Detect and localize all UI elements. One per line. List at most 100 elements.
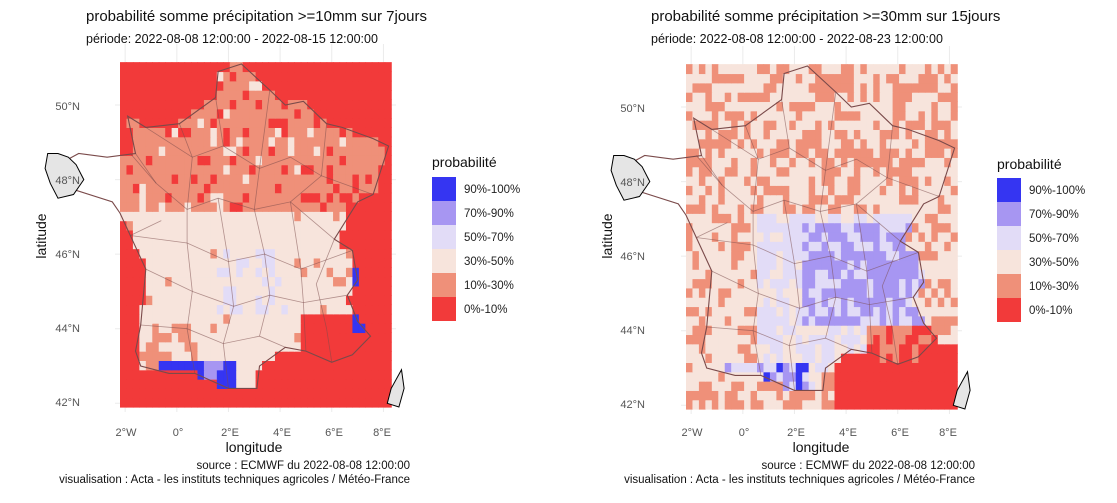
x-axis-title: longitude — [793, 439, 850, 455]
grid-cell — [866, 381, 874, 391]
grid-cell — [268, 99, 276, 110]
grid-cell — [384, 360, 392, 371]
grid-cell — [358, 164, 366, 175]
grid-cell — [828, 166, 836, 177]
grid-cell — [950, 259, 958, 270]
grid-cell — [352, 136, 360, 147]
grid-cell — [847, 381, 855, 391]
grid-cell — [249, 127, 257, 138]
grid-cell — [815, 390, 823, 401]
grid-cell — [866, 203, 874, 214]
grid-cell — [950, 278, 958, 289]
grid-cell — [242, 173, 250, 184]
grid-cell — [326, 229, 334, 240]
grid-cell — [821, 101, 829, 112]
grid-cell — [757, 120, 765, 130]
grid-cell — [229, 192, 237, 203]
grid-cell — [191, 155, 199, 166]
grid-cell — [937, 166, 945, 177]
grid-cell — [158, 229, 166, 240]
grid-cell — [744, 148, 752, 158]
grid-cell — [899, 259, 907, 270]
grid-cell — [757, 259, 765, 270]
grid-cell — [853, 371, 861, 382]
grid-cell — [132, 248, 140, 259]
grid-cell — [158, 239, 166, 250]
grid-cell — [216, 90, 224, 101]
grid-cell — [911, 166, 920, 177]
grid-cell — [769, 194, 777, 205]
grid-cell — [763, 287, 771, 298]
grid-cell — [333, 295, 341, 306]
grid-cell — [789, 315, 797, 326]
grid-cell — [899, 194, 907, 205]
grid-cell — [126, 155, 134, 166]
grid-cell — [931, 399, 939, 410]
grid-cell — [776, 269, 784, 280]
grid-cell — [223, 313, 231, 324]
grid-cell — [268, 397, 276, 408]
grid-cell — [274, 323, 283, 334]
grid-cell — [757, 92, 765, 103]
grid-cell — [750, 297, 758, 308]
grid-cell — [371, 351, 379, 361]
grid-cell — [165, 351, 173, 361]
grid-cell — [879, 101, 887, 112]
grid-cell — [281, 201, 289, 212]
grid-cell — [718, 73, 726, 84]
grid-cell — [705, 269, 713, 280]
grid-cell — [139, 80, 147, 91]
grid-cell — [944, 362, 952, 373]
grid-cell — [686, 241, 694, 252]
grid-cell — [782, 381, 790, 391]
grid-cell — [724, 269, 732, 280]
grid-cell — [371, 304, 379, 315]
grid-cell — [705, 101, 713, 112]
grid-cell — [763, 92, 771, 103]
grid-cell — [216, 397, 224, 408]
grid-cell — [795, 138, 803, 149]
grid-cell — [210, 397, 218, 408]
grid-cell — [808, 325, 816, 336]
grid-cell — [950, 148, 958, 158]
grid-cell — [737, 390, 745, 401]
grid-cell — [757, 185, 765, 196]
grid-cell — [120, 164, 128, 175]
grid-cell — [274, 267, 283, 278]
grid-cell — [249, 220, 257, 231]
grid-cell — [255, 127, 263, 138]
grid-cell — [345, 90, 354, 101]
grid-cell — [776, 120, 784, 130]
grid-cell — [776, 129, 784, 140]
grid-cell — [339, 341, 347, 352]
grid-cell — [834, 371, 842, 382]
grid-cell — [378, 155, 386, 166]
grid-cell — [692, 334, 700, 345]
x-tick-label: 2°E — [221, 427, 239, 439]
grid-cell — [152, 369, 160, 380]
grid-cell — [320, 118, 328, 128]
grid-cell — [718, 231, 726, 242]
grid-cell — [815, 185, 823, 196]
grid-cell — [371, 80, 379, 91]
grid-cell — [763, 371, 771, 382]
grid-cell — [879, 82, 887, 93]
grid-cell — [197, 295, 205, 306]
grid-cell — [744, 64, 752, 75]
grid-cell — [757, 129, 765, 140]
grid-cell — [126, 183, 134, 194]
grid-cell — [313, 369, 321, 380]
y-tick-label: 44°N — [620, 325, 645, 337]
grid-cell — [345, 192, 354, 203]
grid-cell — [744, 259, 752, 270]
grid-cell — [287, 99, 295, 110]
grid-cell — [287, 285, 295, 296]
grid-cell — [178, 257, 186, 268]
grid-cell — [145, 90, 153, 101]
grid-cell — [203, 379, 211, 389]
grid-cell — [152, 136, 160, 147]
grid-cell — [184, 201, 192, 212]
grid-cell — [287, 183, 295, 194]
grid-cell — [737, 92, 745, 103]
grid-cell — [326, 127, 334, 138]
